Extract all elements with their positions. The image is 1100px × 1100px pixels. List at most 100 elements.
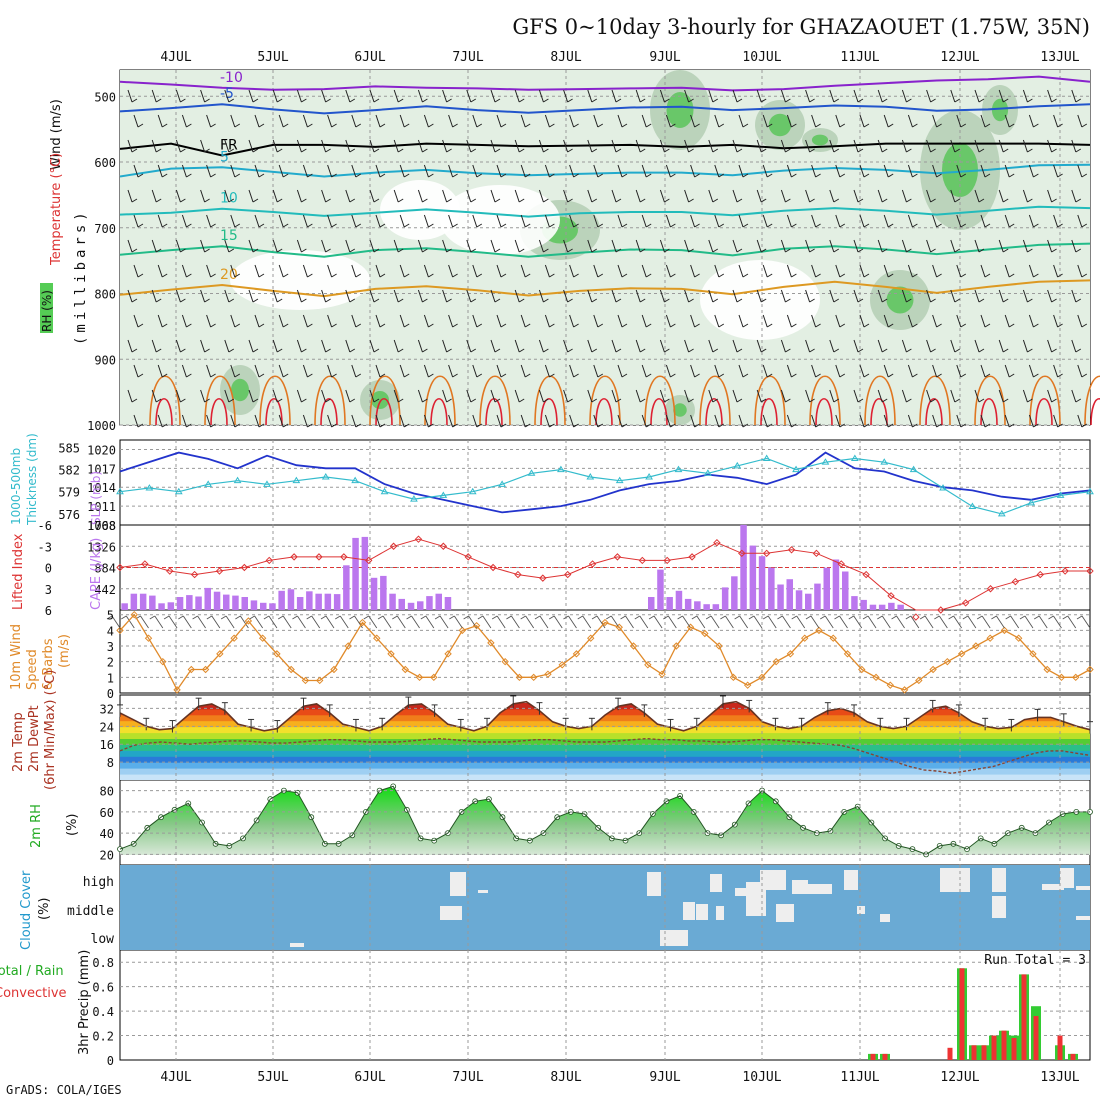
wind-barb <box>780 89 791 103</box>
wind-barb <box>859 114 870 128</box>
temp-band <box>120 744 1090 751</box>
surface-wind-barb <box>834 615 848 629</box>
wind-barb <box>206 164 216 178</box>
wind-barb <box>327 114 337 128</box>
wind-barb <box>786 314 797 328</box>
wind-barb <box>224 89 235 103</box>
wind-barb <box>272 339 283 353</box>
surface-wind-barb <box>206 615 221 629</box>
wind-barb <box>756 189 767 203</box>
rh-tick-label: 80 <box>100 785 114 799</box>
cape-bar <box>786 579 793 610</box>
wind-barb <box>1022 139 1033 153</box>
surface-wind-barb <box>349 615 363 629</box>
wind-barb <box>200 289 210 303</box>
wind-barb <box>732 289 743 303</box>
cape-bar <box>426 596 433 610</box>
hot-contour <box>320 397 338 426</box>
wind-barb <box>762 314 773 328</box>
precip-convective-bar <box>1057 1035 1063 1060</box>
wind-barb <box>732 189 743 203</box>
wind-barb <box>175 189 186 203</box>
wind-barb <box>423 214 434 228</box>
wind-speed-marker <box>872 673 880 682</box>
wind-barb <box>907 264 918 278</box>
warm-contour <box>314 375 346 426</box>
wind-barb <box>206 214 216 228</box>
surface-wind-barb <box>777 615 791 629</box>
wind-barb <box>853 389 864 403</box>
wind-barb <box>151 339 162 353</box>
warm-contour <box>424 375 456 426</box>
wind-barb <box>811 364 821 378</box>
wind-barb <box>375 164 386 178</box>
wind-barb <box>690 314 700 328</box>
wind-barb <box>466 339 477 353</box>
wind-panel-label: 10m Wind <box>9 624 24 690</box>
wind-barb <box>593 364 604 378</box>
wind-barb <box>278 364 289 378</box>
wind-speed-marker <box>201 665 210 674</box>
wind-barb <box>738 114 749 128</box>
rh-area <box>120 786 1090 855</box>
precip-convective-bar <box>991 1035 997 1060</box>
wind-barb <box>786 264 797 278</box>
wind-barb <box>684 139 694 153</box>
wind-barb <box>272 289 283 303</box>
warm-contour <box>369 375 401 426</box>
rh-legend-swatch <box>40 283 53 333</box>
wind-barb <box>448 314 458 328</box>
wind-barb <box>756 89 767 103</box>
wind-barb <box>587 139 598 153</box>
lifted-marker <box>986 585 995 593</box>
wind-barb <box>926 389 936 403</box>
rh-shade-core <box>673 403 687 417</box>
wind-barb <box>490 189 501 203</box>
wind-barb <box>883 214 894 228</box>
wind-barb <box>181 214 192 228</box>
temp-line <box>119 700 1091 732</box>
wind-barb <box>1004 164 1015 178</box>
wind-barb <box>635 289 646 303</box>
wind-barb <box>496 164 507 178</box>
wind-barb <box>538 339 549 353</box>
wind-barb <box>442 339 452 353</box>
wind-barb <box>684 389 694 403</box>
wind-barb <box>1047 339 1057 353</box>
date-label-bottom: 11JUL <box>840 1070 879 1085</box>
wind-barb <box>224 239 235 253</box>
surface-wind-barb <box>534 615 549 629</box>
slp-tick-label: 1011 <box>87 500 116 514</box>
wind-barb <box>1028 314 1039 328</box>
wind-barb <box>200 239 210 253</box>
cloud-block <box>710 874 722 892</box>
wind-barb <box>345 89 356 103</box>
cape-bar <box>269 603 276 610</box>
surface-wind-barb <box>520 615 535 629</box>
wind-barb <box>665 214 676 228</box>
wind-speed-marker <box>943 657 952 666</box>
wind-barb <box>738 364 749 378</box>
wind-barb <box>157 114 168 128</box>
thickness-marker <box>762 454 771 461</box>
lifted-marker <box>489 563 497 572</box>
surface-wind-barb <box>1005 615 1020 629</box>
cloud-tick-label: low <box>91 932 115 947</box>
wind-barb <box>224 339 235 353</box>
temp-tick-label: 32 <box>100 702 114 716</box>
wind-barb <box>901 189 912 203</box>
wind-barb <box>206 414 216 428</box>
temp-band <box>120 714 1090 722</box>
precip-tick-label: 0.8 <box>92 956 114 970</box>
slp-tick-label: 1008 <box>87 519 116 533</box>
wind-barb <box>635 89 646 103</box>
wind-barb <box>538 189 549 203</box>
wind-barb <box>369 239 380 253</box>
hot-contour <box>430 397 448 426</box>
surface-wind-barb <box>149 615 164 629</box>
wind-barb <box>708 189 719 203</box>
wind-speed-marker <box>315 676 324 685</box>
surface-wind-barb <box>991 615 1005 629</box>
wind-barb <box>157 364 168 378</box>
wind-barb <box>980 264 991 278</box>
